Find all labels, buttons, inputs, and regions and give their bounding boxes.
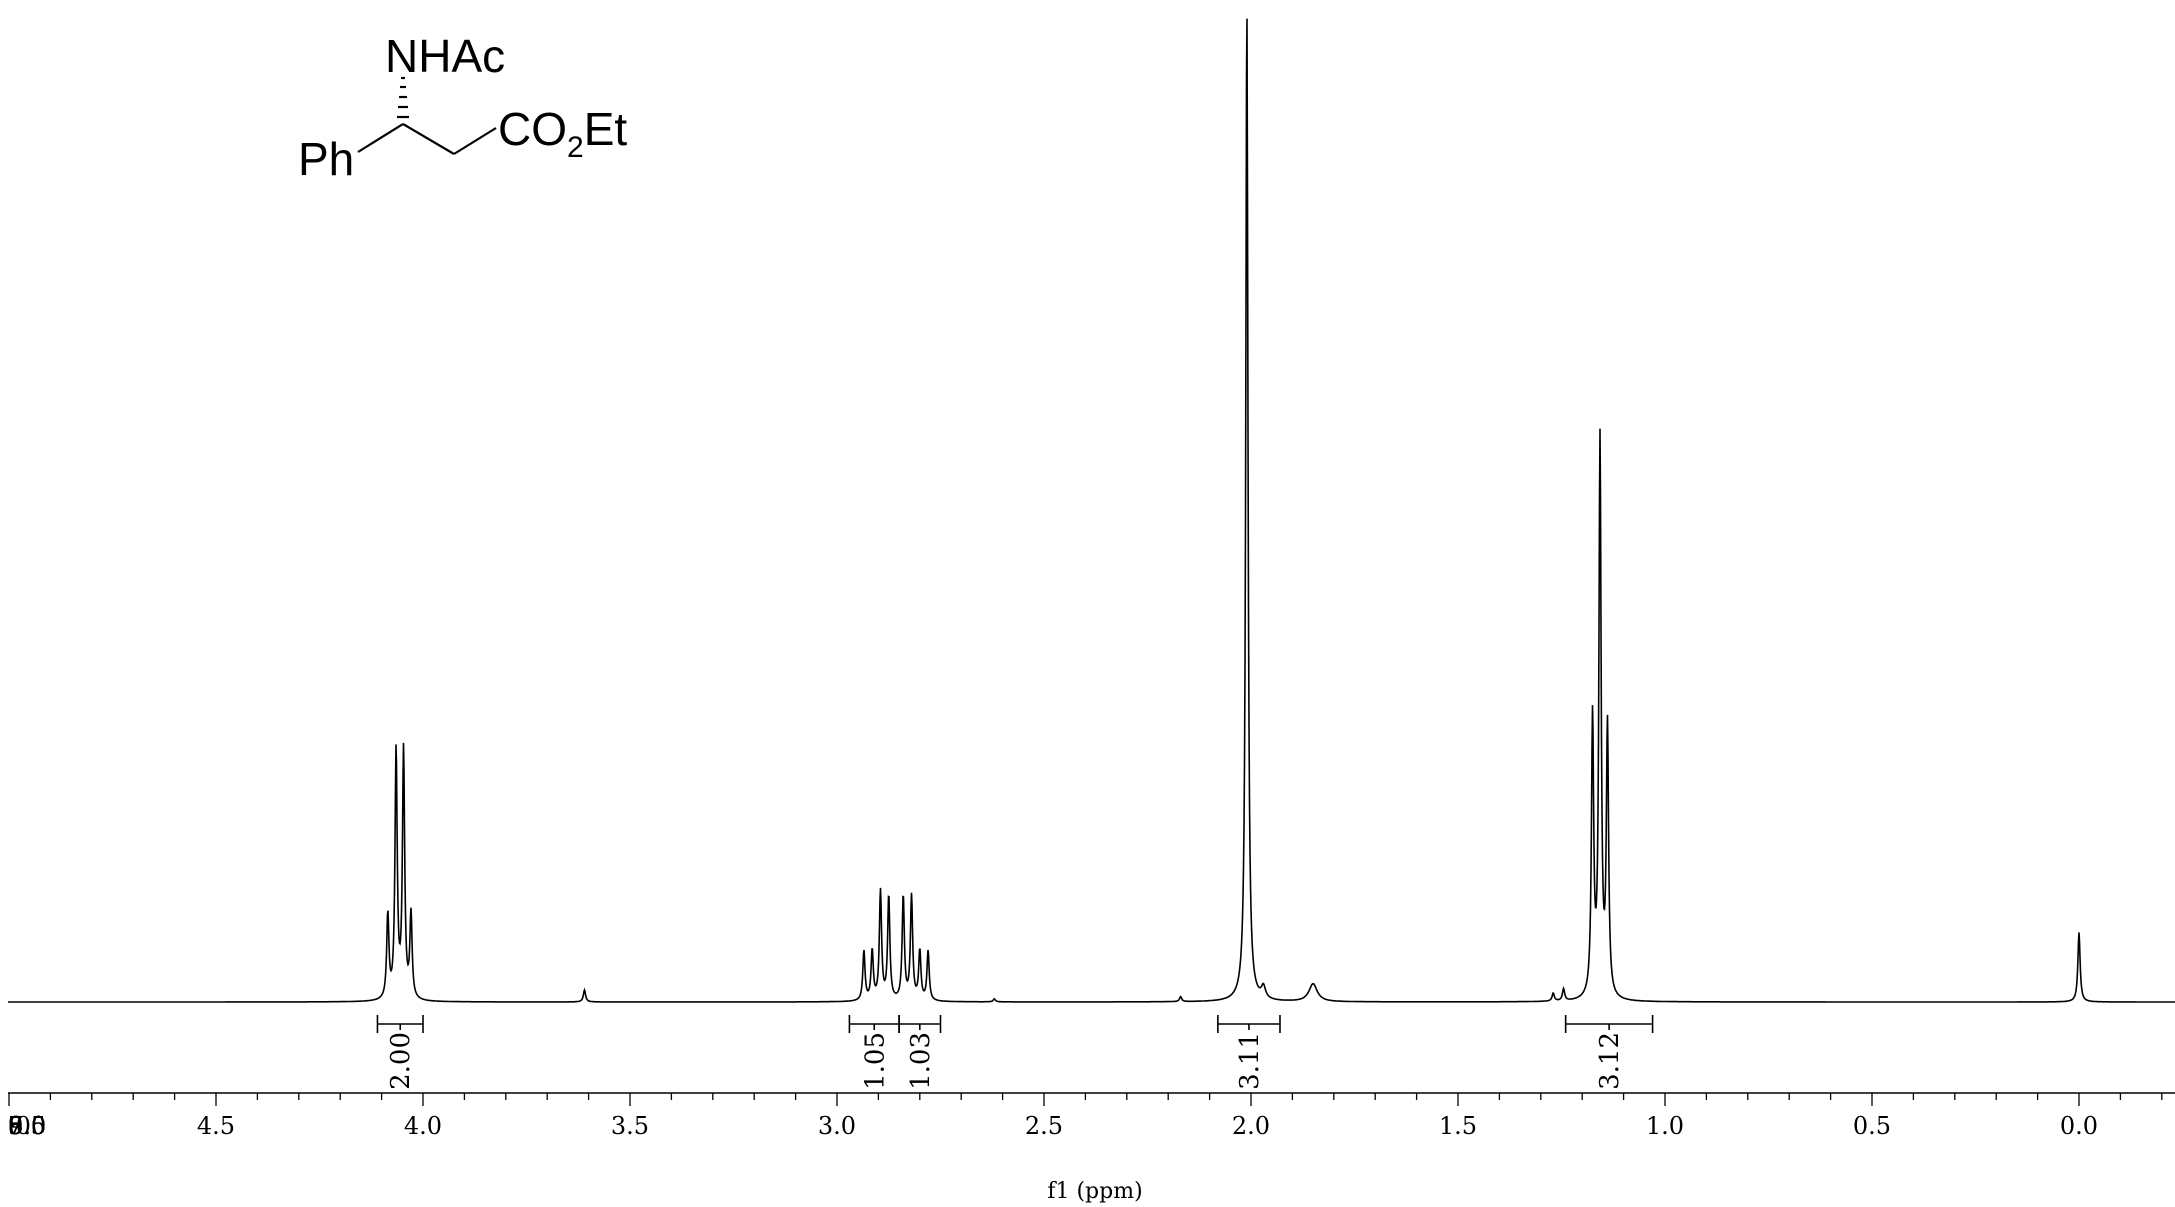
spectrum-line — [8, 18, 2175, 1003]
x-tick-label: 8.0 — [8, 1112, 46, 1140]
ester-co-label: CO2Et — [498, 103, 627, 164]
x-tick-label: 5.5 — [8, 1112, 46, 1140]
x-tick-label: 8.5 — [8, 1112, 46, 1140]
integral-3.11: 3.11 — [1217, 1015, 1281, 1090]
x-tick-label: 0.5 — [1853, 1112, 1891, 1140]
integral-3.12: 3.12 — [1564, 1015, 1654, 1090]
x-tick-label: 4.0 — [404, 1112, 442, 1140]
x-tick-label: 3.5 — [611, 1112, 649, 1140]
bond-ph-ch — [357, 123, 404, 153]
x-tick-label: 2.0 — [1232, 1112, 1270, 1140]
integral-label: 1.03 — [906, 1032, 936, 1090]
x-tick-label: 0.0 — [2060, 1112, 2098, 1140]
x-tick-label: 6.0 — [8, 1112, 46, 1140]
x-tick-label: 5.0 — [8, 1112, 46, 1140]
x-tick-label: 3.0 — [818, 1112, 856, 1140]
molecule-structure: NHAc Ph CO2Et — [298, 30, 627, 185]
x-tick-label: 6.5 — [8, 1112, 46, 1140]
x-tick-label: 2.5 — [1025, 1112, 1063, 1140]
integral-label: 3.12 — [1595, 1032, 1625, 1090]
hashed-wedge-bond — [397, 76, 409, 119]
integral-label: 2.00 — [386, 1032, 416, 1090]
bond-ch-ch2 — [402, 123, 455, 155]
integral-label: 1.05 — [860, 1032, 890, 1090]
x-axis-title: f1 (ppm) — [1047, 1179, 1142, 1204]
x-tick-label: 1.5 — [1439, 1112, 1477, 1140]
spectrum-trace-group — [8, 18, 2175, 1003]
integral-label: 3.11 — [1235, 1032, 1265, 1090]
x-tick-label: 1.0 — [1646, 1112, 1684, 1140]
x-tick-label: 4.5 — [197, 1112, 235, 1140]
x-tick-label: 9.5 — [8, 1112, 46, 1140]
integral-1.05: 1.05 — [848, 1015, 900, 1090]
integrals-group: 5.300.911.012.001.051.033.113.12 — [376, 1015, 1654, 1090]
x-tick-label: 7.0 — [8, 1112, 46, 1140]
x-tick-label: 9.0 — [8, 1112, 46, 1140]
integral-1.03: 1.03 — [898, 1015, 942, 1090]
x-tick-label: 7.5 — [8, 1112, 46, 1140]
integral-2.00: 2.00 — [376, 1015, 424, 1090]
nhac-label: NHAc — [385, 30, 505, 82]
x-tick-label: .0 — [8, 1112, 31, 1140]
phenyl-label: Ph — [298, 133, 354, 185]
x-axis: .09.59.08.58.07.57.06.56.05.55.0 4.5 4.0 3.… — [8, 1092, 2175, 1140]
bond-ch2-co — [453, 127, 497, 155]
